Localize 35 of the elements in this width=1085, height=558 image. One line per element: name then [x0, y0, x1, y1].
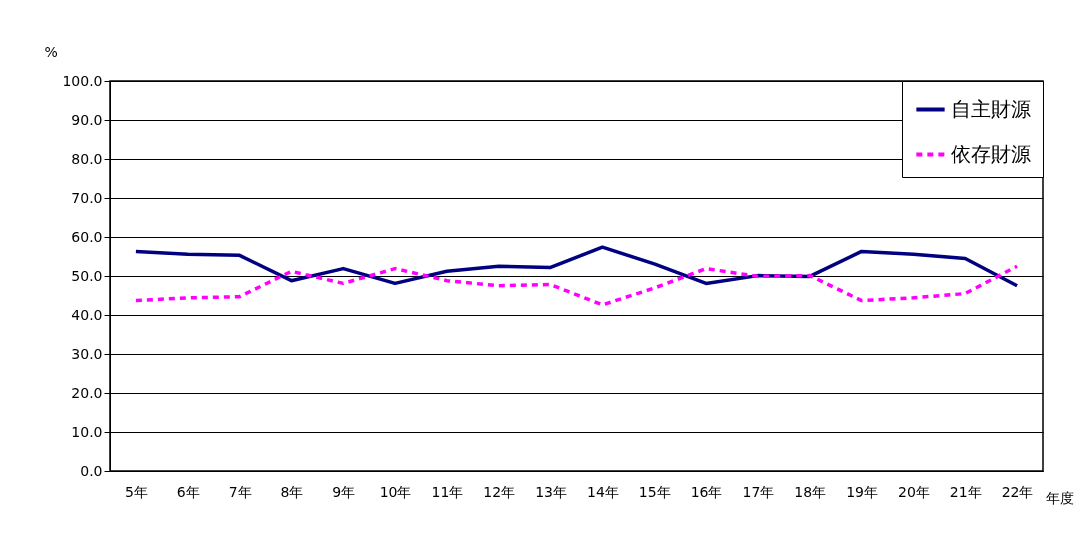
x-tick-label: 15年: [638, 483, 671, 500]
y-tick-label: 90.0: [71, 111, 103, 128]
legend-label: 自主財源: [951, 96, 1031, 121]
x-tick-label: 14年: [587, 483, 619, 500]
y-tick-label: 0.0: [80, 462, 103, 479]
x-tick-label: 5年: [124, 483, 148, 500]
x-tick-label: 22年: [1001, 483, 1034, 500]
x-tick-label: 19年: [846, 483, 878, 500]
x-tick-label: 11年: [431, 483, 464, 500]
x-tick-label: 7年: [228, 483, 252, 500]
x-tick-label: 17年: [742, 483, 775, 500]
y-axis-title: %: [44, 43, 58, 60]
y-tick-label: 30.0: [71, 345, 103, 362]
x-tick-label: 20年: [898, 483, 930, 500]
line-series: [134, 245, 1019, 288]
y-tick-label: 80.0: [71, 150, 103, 167]
line-series: [134, 264, 1019, 307]
y-tick-label: 20.0: [71, 384, 103, 401]
x-tick-label: 10年: [379, 483, 412, 500]
x-tick-label: 13年: [535, 483, 567, 500]
y-tick-label: 60.0: [71, 228, 103, 245]
y-tick-label: 40.0: [71, 306, 103, 323]
x-tick-label: 18年: [794, 483, 827, 500]
x-tick-label: 9年: [332, 483, 356, 500]
y-tick-label: 100.0: [62, 72, 103, 89]
x-tick-label: 21年: [949, 483, 982, 500]
x-tick-label: 6年: [176, 483, 200, 500]
y-tick-label: 70.0: [71, 189, 103, 206]
x-axis-title: 年度: [1045, 489, 1074, 506]
y-tick-label: 50.0: [71, 267, 103, 284]
x-tick-label: 12年: [483, 483, 516, 500]
legend-label: 依存財源: [951, 141, 1031, 166]
y-tick-label: 10.0: [71, 423, 103, 440]
x-tick-label: 16年: [690, 483, 723, 500]
x-tick-label: 8年: [280, 483, 304, 500]
